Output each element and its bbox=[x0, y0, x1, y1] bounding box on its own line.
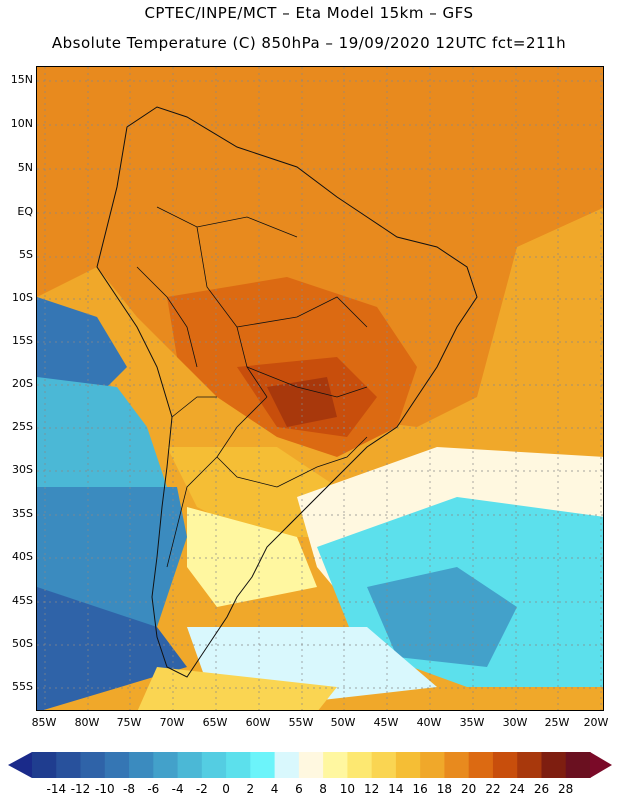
colorbar-tick-label: 26 bbox=[533, 782, 550, 796]
lon-label: 60W bbox=[245, 716, 271, 729]
colorbar-tick-label: 20 bbox=[461, 782, 477, 796]
colorbar-swatch bbox=[541, 752, 567, 778]
colorbar-swatch bbox=[492, 752, 518, 778]
colorbar-swatch bbox=[56, 752, 82, 778]
colorbar-swatch bbox=[468, 752, 494, 778]
colorbar-tick-label: -6 bbox=[147, 782, 160, 796]
map-canvas bbox=[37, 67, 603, 710]
lon-label: 35W bbox=[459, 716, 485, 729]
region-pacific-cool bbox=[37, 297, 127, 397]
lat-label: 5N bbox=[17, 161, 33, 174]
colorbar-swatch bbox=[298, 752, 324, 778]
lat-label: 20S bbox=[12, 377, 33, 390]
lat-label: 25S bbox=[12, 420, 33, 433]
colorbar-swatch bbox=[371, 752, 397, 778]
colorbar-tick-label: 12 bbox=[364, 782, 380, 796]
lat-label: 15N bbox=[10, 73, 33, 86]
lat-label: 15S bbox=[12, 334, 33, 347]
lat-label: 5S bbox=[19, 248, 33, 261]
region-southern-warm bbox=[167, 447, 337, 537]
lon-label: 30W bbox=[502, 716, 528, 729]
lat-label: 55S bbox=[12, 680, 33, 693]
lon-label: 65W bbox=[202, 716, 228, 729]
lat-label: 10N bbox=[10, 117, 33, 130]
colorbar-tick-label: -8 bbox=[123, 782, 135, 796]
lon-label: 20W bbox=[583, 716, 609, 729]
lat-label: 50S bbox=[12, 637, 33, 650]
colorbar-tick-label: 24 bbox=[509, 782, 525, 796]
region-far-south bbox=[37, 587, 187, 710]
colorbar bbox=[8, 752, 612, 778]
colorbar-tick-label: -14 bbox=[46, 782, 67, 796]
lon-label: 40W bbox=[416, 716, 442, 729]
colorbar-swatch bbox=[517, 752, 543, 778]
region-tip bbox=[137, 667, 337, 710]
colorbar-tick-label: 4 bbox=[270, 782, 279, 796]
colorbar-swatch bbox=[80, 752, 106, 778]
colorbar-swatch bbox=[201, 752, 227, 778]
colorbar-tick-label: -12 bbox=[70, 782, 91, 796]
lat-label: 35S bbox=[12, 507, 33, 520]
lat-label: 30S bbox=[12, 463, 33, 476]
lat-label: 40S bbox=[12, 550, 33, 563]
colorbar-tick-label: 10 bbox=[339, 782, 356, 796]
lat-label: 10S bbox=[12, 291, 33, 304]
colorbar-swatch bbox=[226, 752, 251, 778]
colorbar-tick-label: 22 bbox=[485, 782, 501, 796]
colorbar-swatch bbox=[153, 752, 179, 778]
continent-outline bbox=[96, 106, 478, 678]
colorbar-swatch bbox=[444, 752, 470, 778]
lon-label: 75W bbox=[116, 716, 142, 729]
colorbar-swatch bbox=[565, 752, 591, 778]
region-hottest bbox=[267, 377, 337, 427]
lon-label: 70W bbox=[159, 716, 185, 729]
colorbar-tick-label: 18 bbox=[436, 782, 453, 796]
lon-label: 45W bbox=[373, 716, 399, 729]
chart-title-line1: CPTEC/INPE/MCT – Eta Model 15km – GFS bbox=[144, 4, 474, 22]
colorbar-swatch bbox=[32, 752, 57, 778]
colorbar-tick-label: 16 bbox=[412, 782, 428, 796]
colorbar-swatch bbox=[274, 752, 300, 778]
colorbar-swatch bbox=[347, 752, 373, 778]
colorbar-tick-label: 6 bbox=[295, 782, 303, 796]
colorbar-swatch bbox=[323, 752, 348, 778]
colorbar-swatch bbox=[129, 752, 154, 778]
region-atlantic-cold bbox=[367, 567, 517, 667]
colorbar-under-arrow bbox=[8, 752, 32, 778]
colorbar-swatch bbox=[395, 752, 421, 778]
lon-label: 25W bbox=[544, 716, 570, 729]
lon-label: 80W bbox=[74, 716, 100, 729]
region-pacific-cyan bbox=[37, 377, 167, 487]
lon-label: 55W bbox=[288, 716, 314, 729]
colorbar-tick-label: 14 bbox=[388, 782, 404, 796]
colorbar-tick-label: -4 bbox=[171, 782, 184, 796]
lon-label: 50W bbox=[330, 716, 356, 729]
colorbar-swatch bbox=[177, 752, 203, 778]
colorbar-over-arrow bbox=[590, 752, 612, 778]
colorbar-tick-label: -10 bbox=[94, 782, 115, 796]
colorbar-tick-label: -2 bbox=[195, 782, 208, 796]
region-southern-mild bbox=[187, 507, 317, 607]
colorbar-tick-label: 0 bbox=[222, 782, 230, 796]
temperature-map[interactable] bbox=[36, 66, 604, 711]
chart-title-line2: Absolute Temperature (C) 850hPa – 19/09/… bbox=[51, 34, 567, 52]
colorbar-swatch bbox=[250, 752, 276, 778]
colorbar-swatch bbox=[420, 752, 446, 778]
country-borders bbox=[136, 206, 368, 568]
colorbar-swatch bbox=[104, 752, 130, 778]
lat-label: EQ bbox=[17, 205, 33, 218]
colorbar-tick-label: 2 bbox=[246, 782, 255, 796]
lon-label: 85W bbox=[31, 716, 57, 729]
colorbar-tick-label: 28 bbox=[558, 782, 574, 796]
colorbar-tick-label: 8 bbox=[319, 782, 327, 796]
lat-label: 45S bbox=[12, 594, 33, 607]
